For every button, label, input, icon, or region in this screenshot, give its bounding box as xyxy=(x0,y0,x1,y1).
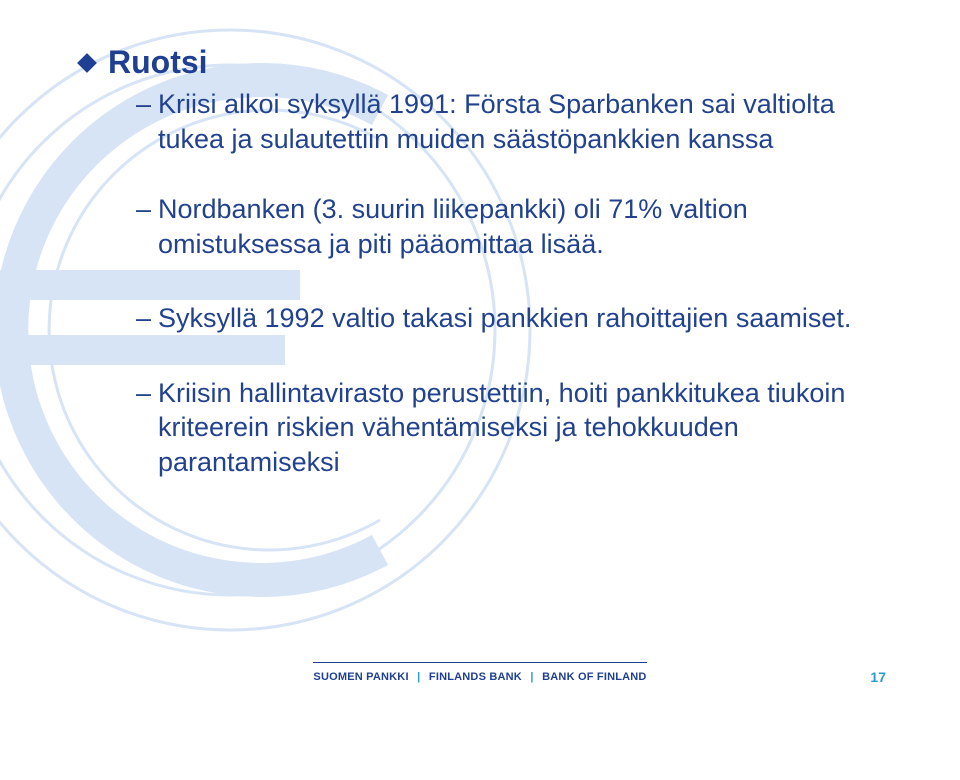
slide-title: Ruotsi xyxy=(108,44,208,81)
dash-icon: – xyxy=(136,301,158,336)
dash-icon: – xyxy=(136,87,158,122)
bullet-text: Kriisi alkoi syksyllä 1991: Första Sparb… xyxy=(158,87,896,156)
list-item: – Kriisi alkoi syksyllä 1991: Första Spa… xyxy=(136,87,896,156)
footer-org-2: FINLANDS BANK xyxy=(429,671,522,683)
footer: SUOMEN PANKKI | FINLANDS BANK | BANK OF … xyxy=(0,662,960,685)
bullet-text: Kriisin hallintavirasto perustettiin, ho… xyxy=(158,376,896,480)
footer-org-3: BANK OF FINLAND xyxy=(542,671,646,683)
title-row: Ruotsi xyxy=(80,44,896,81)
dash-icon: – xyxy=(136,192,158,227)
footer-separator: | xyxy=(417,671,420,683)
bullet-text: Syksyllä 1992 valtio takasi pankkien rah… xyxy=(158,301,896,336)
list-item: – Syksyllä 1992 valtio takasi pankkien r… xyxy=(136,301,896,336)
footer-separator: | xyxy=(530,671,533,683)
diamond-bullet-icon xyxy=(77,53,97,73)
list-item: – Kriisin hallintavirasto perustettiin, … xyxy=(136,376,896,480)
list-item: – Nordbanken (3. suurin liikepankki) oli… xyxy=(136,192,896,261)
dash-icon: – xyxy=(136,376,158,411)
page-number: 17 xyxy=(870,669,886,685)
footer-rule: SUOMEN PANKKI | FINLANDS BANK | BANK OF … xyxy=(313,662,646,685)
footer-org-1: SUOMEN PANKKI xyxy=(313,671,408,683)
bullet-list: – Kriisi alkoi syksyllä 1991: Första Spa… xyxy=(136,87,896,479)
slide-content: Ruotsi – Kriisi alkoi syksyllä 1991: För… xyxy=(0,0,960,479)
bullet-text: Nordbanken (3. suurin liikepankki) oli 7… xyxy=(158,192,896,261)
